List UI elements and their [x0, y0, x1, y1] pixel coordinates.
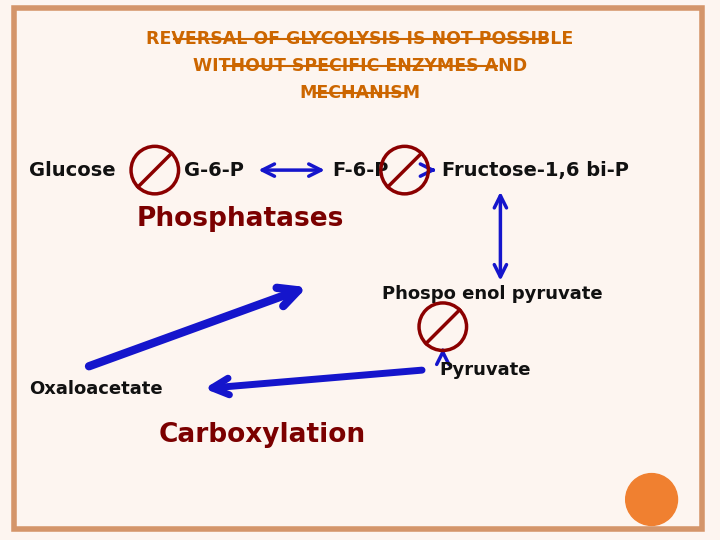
- Text: REVERSAL OF GLYCOLYSIS IS NOT POSSIBLE: REVERSAL OF GLYCOLYSIS IS NOT POSSIBLE: [146, 30, 574, 48]
- Text: Phosphatases: Phosphatases: [137, 206, 344, 232]
- Text: MECHANISM: MECHANISM: [300, 84, 420, 102]
- Text: Pyruvate: Pyruvate: [439, 361, 531, 379]
- Text: Oxaloacetate: Oxaloacetate: [29, 380, 163, 398]
- Text: Phospo enol pyruvate: Phospo enol pyruvate: [382, 285, 602, 303]
- Text: Glucose: Glucose: [29, 160, 115, 180]
- Text: Carboxylation: Carboxylation: [158, 422, 366, 448]
- Text: Fructose-1,6 bi-P: Fructose-1,6 bi-P: [442, 160, 629, 180]
- Text: G-6-P: G-6-P: [184, 160, 243, 180]
- Text: F-6-P: F-6-P: [333, 160, 389, 180]
- Ellipse shape: [626, 474, 678, 525]
- Text: WITHOUT SPECIFIC ENZYMES AND: WITHOUT SPECIFIC ENZYMES AND: [193, 57, 527, 75]
